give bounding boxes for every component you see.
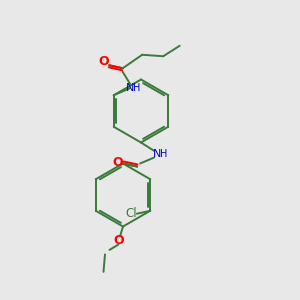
Text: H: H	[160, 149, 167, 159]
Text: N: N	[126, 83, 134, 93]
Text: O: O	[113, 233, 124, 247]
Text: O: O	[98, 55, 109, 68]
Text: H: H	[133, 83, 140, 93]
Text: O: O	[112, 155, 123, 169]
Text: Cl: Cl	[125, 207, 136, 220]
Text: N: N	[152, 149, 161, 159]
